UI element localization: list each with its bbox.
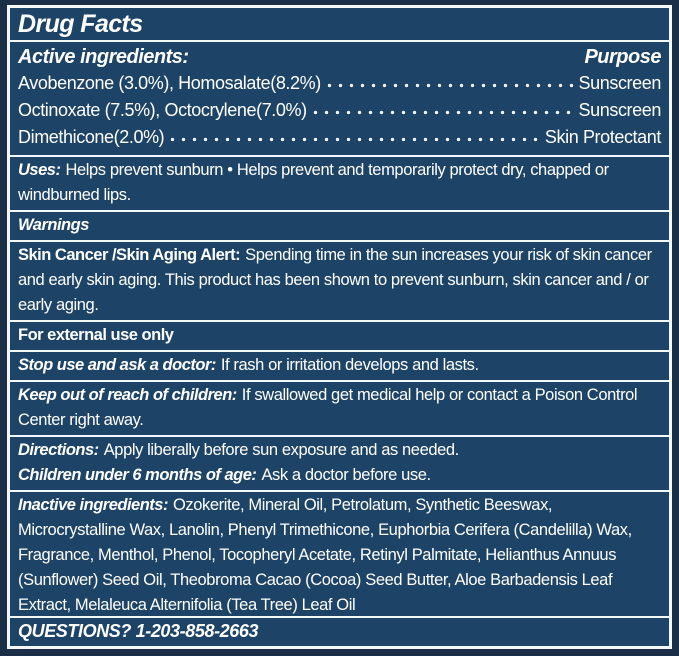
- skin-alert-label: Skin Cancer /Skin Aging Alert:: [18, 246, 241, 264]
- active-ingredients-header: Active ingredients: Purpose: [18, 44, 661, 70]
- purpose-heading: Purpose: [584, 46, 661, 68]
- keep-out-label: Keep out of reach of children:: [18, 386, 237, 404]
- ingredient-row: Avobenzone (3.0%), Homosalate(8.2%) Suns…: [18, 70, 661, 97]
- inactive-ingredients-text: Ozokerite, Mineral Oil, Petrolatum, Synt…: [18, 496, 632, 614]
- inactive-ingredients-section: Inactive ingredients: Ozokerite, Mineral …: [10, 492, 669, 618]
- stop-use-section: Stop use and ask a doctor: If rash or irr…: [10, 352, 669, 382]
- skin-alert-section: Skin Cancer /Skin Aging Alert: Spending t…: [10, 242, 669, 322]
- external-use-section: For external use only: [10, 322, 669, 352]
- uses-section: Uses: Helps prevent sunburn • Helps preve…: [10, 157, 669, 212]
- ingredient-row: Octinoxate (7.5%), Octocrylene(7.0%) Sun…: [18, 97, 661, 124]
- ingredient-name: Octinoxate (7.5%), Octocrylene(7.0%): [18, 100, 307, 120]
- stop-use-label: Stop use and ask a doctor:: [18, 356, 216, 374]
- ingredient-purpose: Sunscreen: [578, 73, 662, 93]
- uses-text: Helps prevent sunburn • Helps prevent an…: [18, 161, 609, 204]
- page-title: Drug Facts: [18, 9, 143, 38]
- drug-facts-panel: Drug Facts Active ingredients: Purpose A…: [7, 5, 672, 649]
- ingredient-row: Dimethicone(2.0%) Skin Protectant: [18, 124, 661, 151]
- children-line: Children under 6 months of age: Ask a doc…: [18, 463, 661, 488]
- active-ingredients-heading: Active ingredients:: [18, 46, 189, 68]
- ingredient-purpose: Skin Protectant: [544, 127, 661, 147]
- warnings-section: Warnings: [10, 212, 669, 242]
- ingredient-purpose: Sunscreen: [578, 100, 662, 120]
- ingredient-name: Dimethicone(2.0%): [18, 127, 165, 147]
- directions-section: Directions: Apply liberally before sun ex…: [10, 437, 669, 492]
- children-text: Ask a doctor before use.: [261, 466, 431, 484]
- active-ingredients-section: Active ingredients: Purpose Avobenzone (…: [10, 42, 669, 157]
- children-label: Children under 6 months of age:: [18, 466, 257, 484]
- skin-alert-text: Spending time in the sun increases your …: [18, 246, 652, 314]
- directions-text: Apply liberally before sun exposure and …: [103, 441, 460, 459]
- dot-leader: [309, 97, 575, 124]
- questions-section: QUESTIONS? 1-203-858-2663: [10, 618, 669, 646]
- directions-line: Directions: Apply liberally before sun ex…: [18, 438, 661, 463]
- keep-out-text: If swallowed get medical help or contact…: [18, 386, 638, 429]
- keep-out-section: Keep out of reach of children: If swallow…: [10, 382, 669, 437]
- questions-phone-text: QUESTIONS? 1-203-858-2663: [18, 621, 259, 641]
- dot-leader: [323, 70, 575, 97]
- inactive-ingredients-label: Inactive ingredients:: [18, 496, 168, 514]
- warnings-heading: Warnings: [18, 216, 89, 234]
- directions-label: Directions:: [18, 441, 99, 459]
- external-use-text: For external use only: [18, 326, 174, 344]
- stop-use-text: If rash or irritation develops and lasts…: [220, 356, 479, 374]
- dot-leader: [167, 124, 541, 151]
- uses-label: Uses:: [18, 161, 61, 179]
- ingredient-name: Avobenzone (3.0%), Homosalate(8.2%): [18, 73, 321, 93]
- title-section: Drug Facts: [10, 8, 669, 42]
